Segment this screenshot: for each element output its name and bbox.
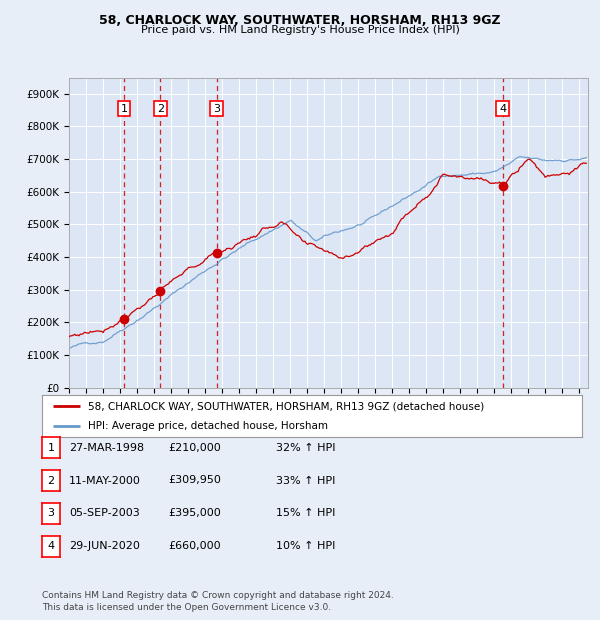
Text: 27-MAR-1998: 27-MAR-1998	[69, 443, 144, 453]
Text: 11-MAY-2000: 11-MAY-2000	[69, 476, 141, 485]
Text: 3: 3	[47, 508, 55, 518]
Text: 3: 3	[213, 104, 220, 113]
Text: £395,000: £395,000	[168, 508, 221, 518]
Text: 10% ↑ HPI: 10% ↑ HPI	[276, 541, 335, 551]
Text: £660,000: £660,000	[168, 541, 221, 551]
Text: 05-SEP-2003: 05-SEP-2003	[69, 508, 140, 518]
Text: 1: 1	[121, 104, 127, 113]
Text: This data is licensed under the Open Government Licence v3.0.: This data is licensed under the Open Gov…	[42, 603, 331, 612]
Text: 2: 2	[157, 104, 164, 113]
Text: 58, CHARLOCK WAY, SOUTHWATER, HORSHAM, RH13 9GZ: 58, CHARLOCK WAY, SOUTHWATER, HORSHAM, R…	[99, 14, 501, 27]
Text: Contains HM Land Registry data © Crown copyright and database right 2024.: Contains HM Land Registry data © Crown c…	[42, 590, 394, 600]
Text: 15% ↑ HPI: 15% ↑ HPI	[276, 508, 335, 518]
Text: 4: 4	[47, 541, 55, 551]
Text: 32% ↑ HPI: 32% ↑ HPI	[276, 443, 335, 453]
Text: 29-JUN-2020: 29-JUN-2020	[69, 541, 140, 551]
Text: HPI: Average price, detached house, Horsham: HPI: Average price, detached house, Hors…	[88, 421, 328, 431]
Text: 2: 2	[47, 476, 55, 485]
Text: 4: 4	[499, 104, 506, 113]
Text: £210,000: £210,000	[168, 443, 221, 453]
Text: Price paid vs. HM Land Registry's House Price Index (HPI): Price paid vs. HM Land Registry's House …	[140, 25, 460, 35]
Text: 1: 1	[47, 443, 55, 453]
Text: £309,950: £309,950	[168, 476, 221, 485]
Text: 33% ↑ HPI: 33% ↑ HPI	[276, 476, 335, 485]
Text: 58, CHARLOCK WAY, SOUTHWATER, HORSHAM, RH13 9GZ (detached house): 58, CHARLOCK WAY, SOUTHWATER, HORSHAM, R…	[88, 401, 484, 411]
